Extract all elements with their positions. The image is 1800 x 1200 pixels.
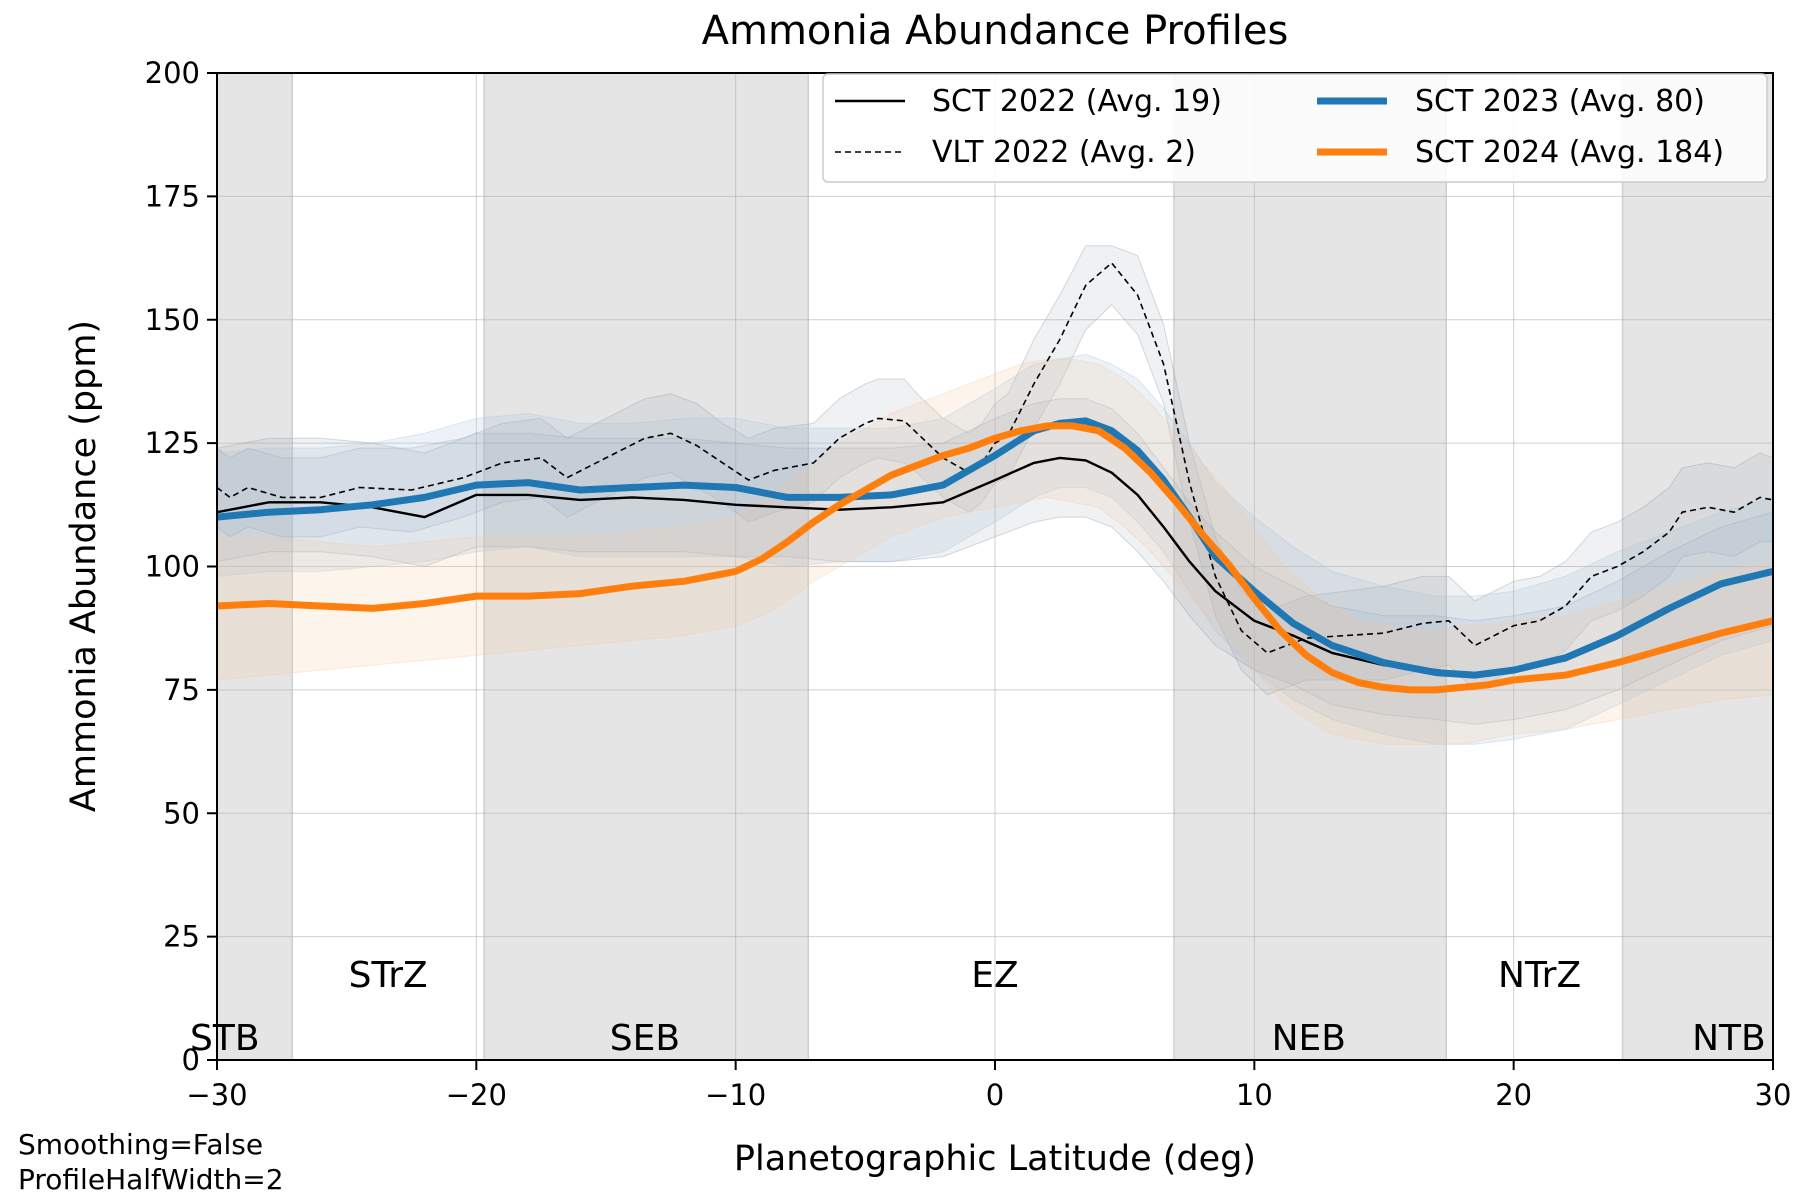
band-label-stb: STB — [190, 1018, 260, 1059]
y-tick-label: 100 — [145, 550, 200, 584]
profile-halfwidth-note: ProfileHalfWidth=2 — [18, 1163, 284, 1196]
y-tick-label: 75 — [163, 673, 200, 707]
x-tick-label: −30 — [186, 1078, 247, 1112]
y-tick-label: 25 — [163, 920, 200, 954]
legend-label-sct-2023-avg-80: SCT 2023 (Avg. 80) — [1415, 84, 1705, 119]
x-tick-label: 30 — [1755, 1078, 1792, 1112]
uncertainty-band-vlt-2022-avg-2 — [217, 245, 1773, 696]
uncertainty-band-sct-2024-avg-184 — [217, 358, 1773, 745]
region-labels: STrZ EZ NTrZ STB SEB NEB NTB — [190, 955, 1766, 1059]
x-axis-label: Planetographic Latitude (deg) — [734, 1139, 1256, 1179]
series-line-sct-2024-avg-184 — [217, 422, 1773, 694]
y-tick-label: 50 — [163, 796, 200, 830]
chart-title: Ammonia Abundance Profiles — [702, 8, 1289, 54]
legend-label-sct-2024-avg-184: SCT 2024 (Avg. 184) — [1415, 135, 1724, 170]
uncertainty-band-sct-2022-avg-19 — [217, 398, 1773, 725]
axes: −30 −20 −10 0 10 20 30 0 25 50 75 100 125 150 175 200 — [145, 56, 1792, 1112]
band-label-neb: NEB — [1272, 1018, 1346, 1059]
legend: SCT 2022 (Avg. 19) VLT 2022 (Avg. 2) SCT 2… — [822, 73, 1768, 183]
series-line-sct-2023-avg-80 — [217, 417, 1773, 679]
legend-box — [822, 73, 1768, 183]
zone-label-ez: EZ — [971, 955, 1018, 996]
zone-label-strz: STrZ — [349, 955, 428, 996]
band-label-seb: SEB — [610, 1018, 680, 1059]
y-tick-label: 200 — [145, 56, 200, 90]
x-tick-label: 10 — [1236, 1078, 1273, 1112]
zone-label-ntrz: NTrZ — [1498, 955, 1581, 996]
series-lines — [217, 262, 1773, 694]
uncertainty-bands — [217, 245, 1773, 745]
smoothing-note: Smoothing=False — [18, 1128, 264, 1161]
legend-label-sct-2022-avg-19: SCT 2022 (Avg. 19) — [932, 84, 1222, 119]
band-label-ntb: NTB — [1692, 1018, 1766, 1059]
x-tick-label: −20 — [446, 1078, 507, 1112]
y-tick-label: 0 — [182, 1043, 200, 1077]
y-tick-label: 175 — [145, 179, 200, 213]
x-tick-label: 0 — [986, 1078, 1004, 1112]
x-tick-label: 20 — [1495, 1078, 1532, 1112]
uncertainty-band-sct-2023-avg-80 — [217, 353, 1773, 745]
legend-label-vlt-2022-avg-2: VLT 2022 (Avg. 2) — [932, 135, 1196, 170]
y-tick-label: 150 — [145, 303, 200, 337]
y-axis-label: Ammonia Abundance (ppm) — [64, 320, 104, 812]
x-tick-label: −10 — [705, 1078, 766, 1112]
y-tick-label: 125 — [145, 426, 200, 460]
